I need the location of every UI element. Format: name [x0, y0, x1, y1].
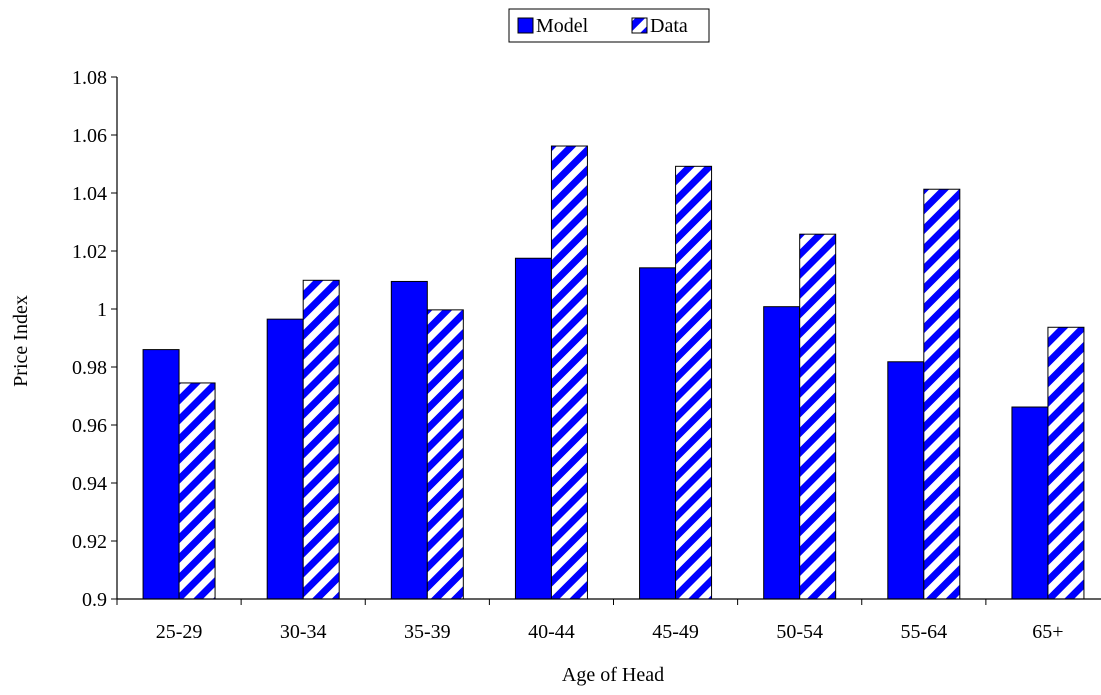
y-axis-title: Price Index — [10, 295, 32, 387]
y-tick-label: 1.08 — [72, 67, 107, 89]
x-axis-ticks: 25-29 30-34 35-39 40-44 45-49 50-54 55-64 65+ — [116, 599, 1064, 643]
y-tick-label: 1.06 — [72, 125, 107, 147]
bar-model-25-29 — [142, 349, 180, 600]
y-tick-label: 1.02 — [72, 241, 107, 263]
bar-model-30-34 — [266, 318, 304, 600]
bar-model-45-49 — [639, 267, 677, 600]
legend-swatch-model — [517, 17, 534, 34]
legend-label-model: Model — [536, 15, 589, 37]
y-tick-label: 0.9 — [82, 589, 107, 611]
bar-data-55-64 — [923, 188, 961, 600]
x-tick-label: 40-44 — [528, 621, 575, 643]
legend-box — [508, 8, 710, 43]
bar-data-50-54 — [799, 233, 837, 600]
bar-model-40-44 — [514, 257, 552, 600]
x-tick-label: 65+ — [1032, 621, 1063, 643]
bar-data-35-39 — [426, 309, 464, 600]
x-tick-label: 35-39 — [404, 621, 451, 643]
x-axis-title: Age of Head — [562, 664, 664, 686]
bar-data-25-29 — [178, 382, 216, 600]
bar-model-50-54 — [763, 306, 801, 600]
x-tick-label: 30-34 — [280, 621, 327, 643]
bar-model-35-39 — [390, 280, 428, 600]
y-tick-label: 1.04 — [72, 183, 107, 205]
bar-data-30-34 — [302, 279, 340, 600]
legend-label-data: Data — [650, 15, 688, 37]
bar-data-45-49 — [675, 165, 713, 600]
x-tick-label: 50-54 — [776, 621, 823, 643]
x-tick-label: 55-64 — [900, 621, 947, 643]
y-tick-label: 1 — [97, 299, 107, 321]
y-tick-label: 0.94 — [72, 473, 107, 495]
bars — [142, 145, 1085, 600]
legend: Model Data — [508, 8, 710, 43]
legend-swatch-data — [631, 17, 648, 34]
y-tick-label: 0.98 — [72, 357, 107, 379]
bar-model-55-64 — [887, 361, 925, 600]
bar-model-65+ — [1011, 406, 1049, 600]
bar-data-40-44 — [550, 145, 588, 600]
y-tick-label: 0.92 — [72, 531, 107, 553]
y-axis-ticks: 0.9 0.92 0.94 0.96 0.98 1 1.02 1.04 1.06 1.08 — [72, 67, 117, 611]
bar-data-65+ — [1047, 326, 1085, 600]
y-tick-label: 0.96 — [72, 415, 107, 437]
x-tick-label: 25-29 — [156, 621, 203, 643]
x-tick-label: 45-49 — [652, 621, 699, 643]
